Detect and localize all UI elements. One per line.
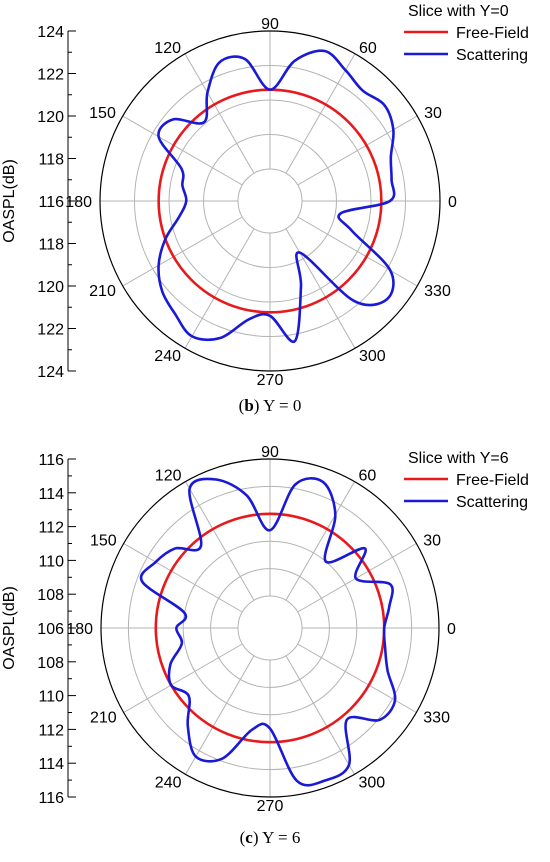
angle-tick-label: 210 xyxy=(90,710,117,727)
circular-gridline xyxy=(203,134,337,268)
radial-tick-label: 114 xyxy=(38,756,64,773)
outer-ring xyxy=(99,30,441,372)
radial-gridline xyxy=(123,643,243,713)
circular-gridline xyxy=(127,485,413,771)
radial-gridline xyxy=(285,481,355,601)
angle-tick-label: 120 xyxy=(155,468,182,485)
angle-tick-label: 300 xyxy=(359,348,386,365)
angle-tick-label: 30 xyxy=(423,533,441,550)
radial-gridline xyxy=(285,655,355,775)
angle-tick-label: 240 xyxy=(154,348,181,365)
circular-gridline xyxy=(237,595,303,661)
angle-tick-label: 150 xyxy=(89,105,116,122)
radial-tick-label: 116 xyxy=(38,452,64,469)
angle-tick-label: 90 xyxy=(261,444,279,461)
angle-tick-label: 300 xyxy=(359,774,386,791)
radial-tick-label: 106 xyxy=(37,621,64,638)
angle-tick-label: 240 xyxy=(155,774,182,791)
outer-ring xyxy=(100,458,440,798)
legend-title: Slice with Y=0 xyxy=(408,3,509,20)
angle-tick-label: 330 xyxy=(423,710,450,727)
legend-entry: Free-Field xyxy=(456,25,529,42)
radial-tick-label: 114 xyxy=(38,486,64,503)
angle-tick-label: 270 xyxy=(257,372,284,389)
caption-letter: c xyxy=(245,828,253,847)
radial-tick-label: 118 xyxy=(38,152,64,169)
y-axis-label: OASPL(dB) xyxy=(1,159,18,243)
legend-entry: Scattering xyxy=(456,494,528,511)
angle-tick-label: 270 xyxy=(257,798,284,815)
radial-tick-label: 122 xyxy=(37,322,64,339)
angle-tick-label: 210 xyxy=(89,283,116,300)
radial-tick-label: 112 xyxy=(38,722,64,739)
angle-tick-label: 60 xyxy=(359,40,377,57)
radial-tick-label: 122 xyxy=(37,67,64,84)
circular-gridline xyxy=(168,99,372,303)
angle-tick-label: 60 xyxy=(359,468,377,485)
angle-tick-label: 0 xyxy=(447,621,456,638)
caption-text: Y = 6 xyxy=(259,828,301,847)
series-scattering-line xyxy=(157,49,396,344)
angle-tick-label: 120 xyxy=(154,40,181,57)
radial-tick-label: 110 xyxy=(38,553,64,570)
legend-entry: Free-Field xyxy=(456,472,529,489)
radial-tick-label: 116 xyxy=(38,790,64,807)
radial-tick-label: 108 xyxy=(37,587,64,604)
radial-gridline xyxy=(123,543,243,613)
legend-title: Slice with Y=6 xyxy=(408,450,509,467)
caption-letter: b xyxy=(244,396,253,415)
radial-gridline xyxy=(185,655,255,775)
radial-gridline xyxy=(185,481,255,601)
caption-close-paren: ) xyxy=(253,828,259,847)
angle-tick-label: 90 xyxy=(261,16,279,33)
angle-tick-label: 30 xyxy=(424,105,442,122)
angle-tick-label: 150 xyxy=(90,533,117,550)
circular-gridline xyxy=(237,168,303,234)
radial-tick-label: 110 xyxy=(38,689,64,706)
radial-tick-label: 124 xyxy=(37,24,64,41)
radial-tick-label: 120 xyxy=(37,279,64,296)
polar-panel: 0 30 60 90 120 150 180 210 240 270 300 330 106 108 108… xyxy=(1,444,529,847)
caption-close-paren: ) xyxy=(254,396,260,415)
radial-tick-label: 124 xyxy=(37,364,64,381)
radial-tick-label: 112 xyxy=(38,520,64,537)
y-axis-label: OASPL(dB) xyxy=(1,586,18,670)
angle-tick-label: 330 xyxy=(424,283,451,300)
polar-panel: 0 30 60 90 120 150 180 210 240 270 300 330 116 118 118… xyxy=(1,3,529,415)
radial-tick-label: 120 xyxy=(37,109,64,126)
circular-gridline xyxy=(182,540,358,716)
caption-open-paren: ( xyxy=(239,396,245,415)
radial-tick-label: 116 xyxy=(38,194,64,211)
figure-caption: (b) Y = 0 xyxy=(239,396,302,415)
legend-entry: Scattering xyxy=(456,47,528,64)
angle-tick-label: 0 xyxy=(448,194,457,211)
radial-tick-label: 118 xyxy=(38,237,64,254)
series-scattering-line xyxy=(139,477,397,787)
radial-gridline xyxy=(297,643,417,713)
radial-tick-label: 108 xyxy=(37,655,64,672)
circular-gridline xyxy=(134,65,406,337)
radial-gridline xyxy=(297,543,417,613)
angle-tick-label: 180 xyxy=(65,194,92,211)
circular-gridline xyxy=(210,568,330,688)
caption-open-paren: ( xyxy=(240,828,246,847)
caption-text: Y = 0 xyxy=(259,396,301,415)
figure-caption: (c) Y = 6 xyxy=(240,828,301,847)
angle-tick-label: 180 xyxy=(66,621,93,638)
